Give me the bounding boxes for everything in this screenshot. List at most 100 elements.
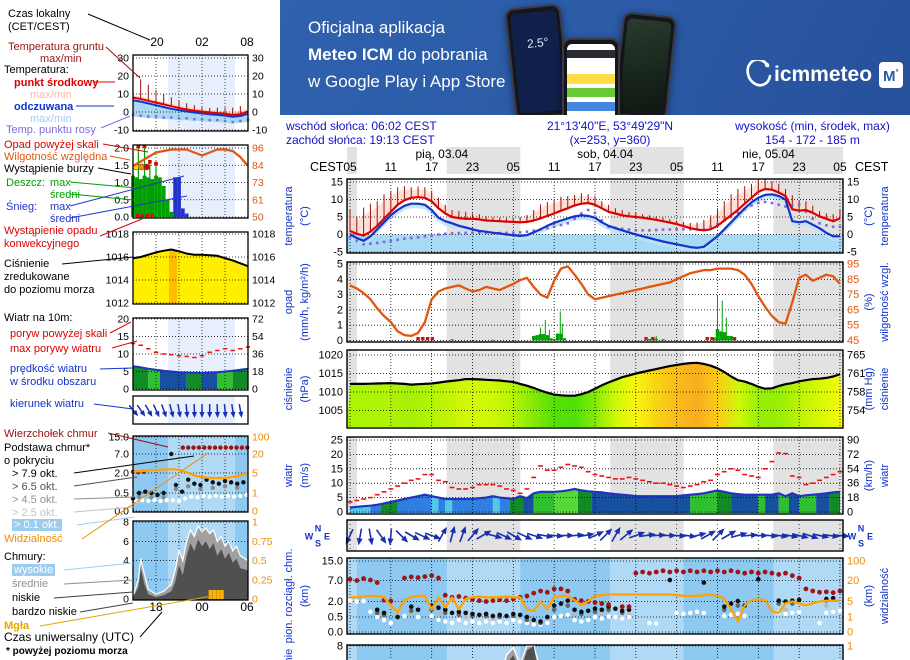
svg-text:8: 8 [123,517,129,529]
legend-wind-dir: kierunek wiatru [10,398,84,410]
svg-text:15.0: 15.0 [322,556,343,568]
svg-text:15: 15 [331,177,343,189]
svg-text:20: 20 [847,575,859,587]
svg-text:1016: 1016 [252,252,276,264]
legend-connector-lines [39,13,213,638]
svg-text:02: 02 [195,35,209,49]
svg-text:73: 73 [252,177,264,189]
svg-text:85: 85 [847,274,859,286]
svg-text:(m/s): (m/s) [299,463,311,488]
sun-times: wschód słońca: 06:02 CEST zachód słońca:… [286,119,437,147]
svg-text:1: 1 [847,640,853,652]
svg-text:2.0: 2.0 [114,468,129,480]
svg-text:1: 1 [847,612,853,624]
legend-cloud-base-1: Podstawa chmur* [4,442,91,454]
location-coords: 21°13'40"E, 53°49'29"N (x=253, y=360) [510,119,710,147]
svg-text:wiatr: wiatr [879,464,891,489]
legend-fog: Mgła [4,620,30,632]
svg-text:W: W [305,532,314,542]
svg-text:61: 61 [252,194,264,206]
svg-text:(km): (km) [863,585,875,607]
svg-text:ciśnienie: ciśnienie [879,368,891,411]
svg-text:05: 05 [670,160,684,174]
svg-text:0: 0 [847,627,853,639]
chart-precip-humidity: 5 95 4 85 3 75 2 65 1 55 0 45 opad (mm/h, kg/m²/h) (%)… [283,259,891,348]
legend-okta-25: > 2.5 okt. [12,507,58,519]
legend-rain-max: max [50,177,71,189]
app-promo-banner[interactable]: Oficjalna aplikacja Meteo ICM do pobrani… [280,0,910,115]
legend-rain-avg: średni [50,189,80,201]
svg-text:765: 765 [847,350,865,362]
svg-text:sob, 04.04: sob, 04.04 [577,147,633,161]
svg-text:15: 15 [117,331,129,343]
legend-rain: Deszcz: [6,177,46,189]
svg-text:5: 5 [847,596,853,608]
svg-text:W: W [848,532,857,542]
svg-text:5: 5 [337,492,343,504]
phone-mockup-right [612,11,678,115]
svg-text:1018: 1018 [106,229,130,241]
legend-storm: Wystąpienie burzy [4,163,94,175]
banner-line3: w Google Play i App Store [308,72,506,91]
svg-text:0.5: 0.5 [252,555,267,567]
svg-text:1010: 1010 [319,387,343,399]
svg-text:0: 0 [337,507,343,519]
svg-text:7.0: 7.0 [328,575,343,587]
svg-text:5: 5 [847,212,853,224]
svg-text:72: 72 [252,314,264,326]
svg-text:7.0: 7.0 [114,449,129,461]
chart-wind: 25 90 20 72 15 54 10 36 5 18 0 0 wiatr (m/s) (km/h) wia… [283,435,891,519]
svg-text:1018: 1018 [252,229,276,241]
svg-text:05: 05 [833,160,847,174]
svg-text:1.5: 1.5 [114,160,129,172]
svg-text:1014: 1014 [252,275,276,287]
svg-text:10: 10 [847,194,859,206]
svg-text:11: 11 [711,160,724,174]
svg-text:72: 72 [847,449,859,461]
svg-text:temperatura: temperatura [283,185,295,245]
legend-clouds-mid: średnie [12,578,49,590]
legend-chart-wind-direction [128,395,249,425]
svg-text:-10: -10 [252,125,267,137]
chart-cloud-visibility: 15.0 100 7.0 20 2.0 5 0.5 1 0.0 0 pion. rozciągł. … [283,549,891,644]
sunrise-time: wschód słońca: 06:02 CEST [286,119,437,133]
phone-temp-reading: 2.5° [526,34,550,52]
svg-text:(hPa): (hPa) [299,376,311,403]
svg-text:0.0: 0.0 [328,627,343,639]
svg-text:0.5: 0.5 [328,612,343,624]
svg-text:90: 90 [847,435,859,447]
svg-text:1016: 1016 [106,252,130,264]
svg-text:17: 17 [588,160,602,174]
svg-text:5: 5 [252,468,258,480]
legend-panel: 30 30 20 20 10 10 0 0 -10 -10 20 02 08 2.0 96 1.5 84 1.0 7… [0,0,280,660]
svg-text:54: 54 [252,331,264,343]
svg-text:05: 05 [343,160,357,174]
svg-text:15: 15 [331,463,343,475]
svg-text:20: 20 [252,71,264,83]
legend-ground-temp: Temperatura gruntu [8,41,104,53]
phone-screen-map [618,17,672,115]
altitude-values: 154 - 172 - 185 m [765,133,860,147]
svg-text:wiatr: wiatr [283,464,295,489]
legend-okta-45: > 4.5 okt. [12,494,58,506]
svg-text:N: N [315,524,322,534]
legend-snow-max: max [50,201,71,213]
svg-text:17: 17 [425,160,439,174]
legend-clouds-high: wysokie [12,564,56,576]
phone-screen-meteogram [567,44,615,115]
svg-text:11: 11 [548,160,561,174]
legend-cloud-base-2: o pokryciu [4,455,55,467]
svg-text:5: 5 [337,212,343,224]
svg-text:4: 4 [337,274,343,286]
legend-rel-humidity: Wilgotność względna [4,151,108,163]
chart-temperature: 15 15 10 10 5 5 0 0 -5 -5 temperatura (°C) (°C) tempe… [283,177,891,259]
sunset-time: zachód słońca: 19:13 CEST [286,133,435,147]
legend-snow: Śnieg: [6,201,38,213]
legend-okta-65: > 6.5 okt. [12,481,58,493]
legend-local-time-1: Czas lokalny [8,8,71,20]
svg-text:0: 0 [847,507,853,519]
svg-text:2.0: 2.0 [114,143,129,155]
main-panel: Oficjalna aplikacja Meteo ICM do pobrani… [280,0,910,660]
svg-text:5: 5 [123,366,129,378]
